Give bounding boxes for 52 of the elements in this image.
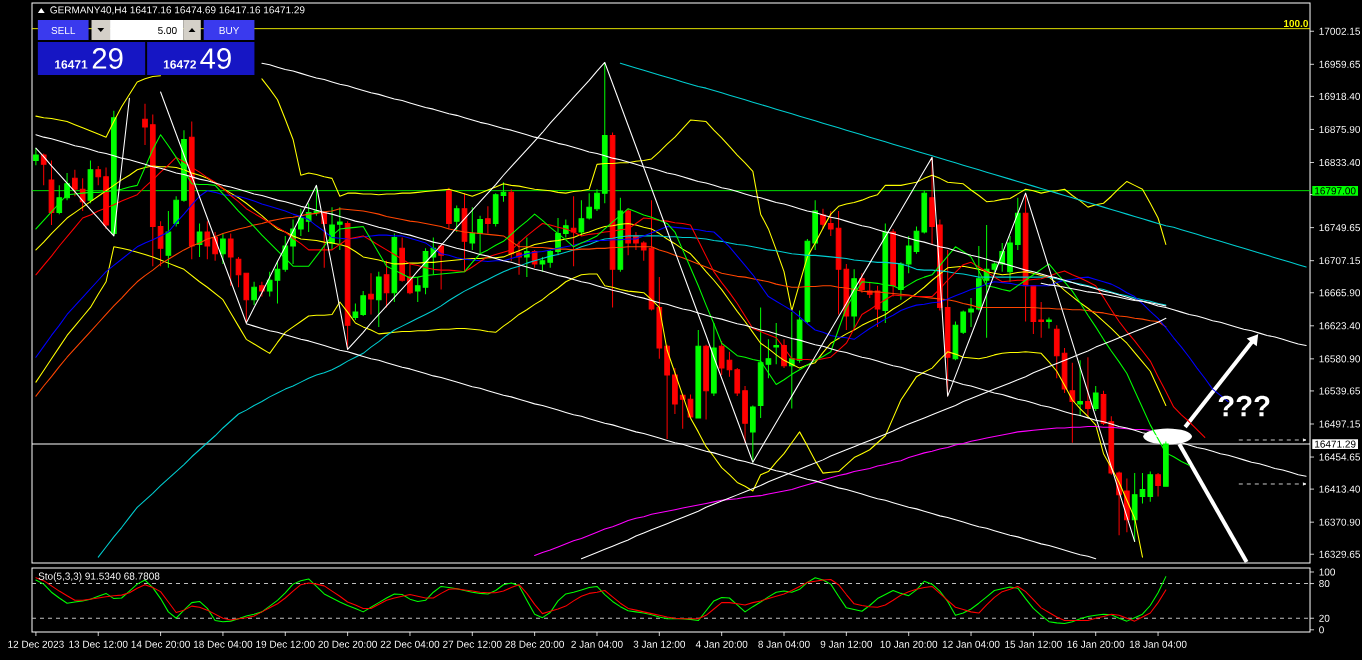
annotation: 100.0 xyxy=(1284,19,1308,28)
y-tick-label: 16707.15 xyxy=(1319,257,1361,265)
ref-line-label: 16471.29 xyxy=(1315,440,1356,448)
annotation: 5.00 xyxy=(158,26,177,35)
chart-title: Sto(5,3,3) 91.5340 68.7808 xyxy=(38,572,160,582)
x-tick-label: 4 Jan 20:00 xyxy=(695,640,748,648)
y-tick-label: 16959.65 xyxy=(1319,60,1361,68)
x-tick-label: 28 Dec 20:00 xyxy=(505,640,564,648)
y-tick-label: 17002.15 xyxy=(1319,27,1361,35)
y-tick-label: 16918.40 xyxy=(1319,92,1361,100)
y-tick-label: 16580.90 xyxy=(1319,355,1361,363)
x-tick-label: 20 Dec 20:00 xyxy=(318,640,377,648)
x-tick-label: 19 Dec 12:00 xyxy=(256,640,315,648)
annotation: BUY xyxy=(219,27,240,34)
y-tick-label: 16833.40 xyxy=(1319,158,1361,167)
y-tick-label: 16623.40 xyxy=(1319,322,1361,330)
annotation: 49 xyxy=(200,48,231,69)
x-tick-label: 22 Dec 04:00 xyxy=(380,640,440,648)
y-tick-label: 16329.65 xyxy=(1319,550,1361,558)
x-tick-label: 12 Jan 04:00 xyxy=(942,640,1000,648)
annotation: SELL xyxy=(51,26,76,35)
x-tick-label: 18 Dec 04:00 xyxy=(193,640,253,648)
y-tick-label: 16539.65 xyxy=(1319,387,1361,395)
x-tick-label: 27 Dec 12:00 xyxy=(443,640,502,648)
y-tick-label: 16413.40 xyxy=(1319,485,1361,493)
x-tick-label: 8 Jan 04:00 xyxy=(758,640,810,648)
x-tick-label: 10 Jan 20:00 xyxy=(880,640,938,648)
x-tick-label: 2 Jan 04:00 xyxy=(571,640,623,648)
y-tick-label: 16875.90 xyxy=(1319,125,1361,133)
x-tick-label: 3 Jan 12:00 xyxy=(633,640,686,648)
y-tick-label: 16665.90 xyxy=(1319,289,1361,297)
y-tick-label: 16497.15 xyxy=(1319,420,1361,428)
x-tick-label: 9 Jan 12:00 xyxy=(820,640,873,648)
y-tick-label: 100 xyxy=(1319,568,1336,576)
y-tick-label: 16454.65 xyxy=(1319,453,1361,461)
x-tick-label: 16 Jan 20:00 xyxy=(1067,640,1125,648)
y-tick-label: 0 xyxy=(1319,626,1324,634)
annotation: 16471 xyxy=(55,60,88,69)
x-tick-label: 12 Dec 2023 xyxy=(8,640,64,648)
x-tick-label: 18 Jan 04:00 xyxy=(1129,640,1187,648)
y-tick-label: 16370.90 xyxy=(1319,518,1361,526)
y-tick-label: 20 xyxy=(1319,614,1330,622)
chart-title: GERMANY40,H4 16417.16 16474.69 16417.16 16471.29 xyxy=(50,6,305,15)
x-tick-label: 14 Dec 20:00 xyxy=(131,640,190,648)
x-tick-label: 13 Dec 12:00 xyxy=(69,640,128,648)
x-tick-label: 15 Jan 12:00 xyxy=(1005,640,1062,648)
annotation: ??? xyxy=(1218,395,1270,417)
annotation: 29 xyxy=(92,48,123,69)
y-tick-label: 16749.65 xyxy=(1319,224,1361,232)
annotation: 16472 xyxy=(163,60,196,69)
ref-line-label: 16797.00 xyxy=(1315,187,1356,195)
y-tick-label: 80 xyxy=(1319,580,1330,588)
